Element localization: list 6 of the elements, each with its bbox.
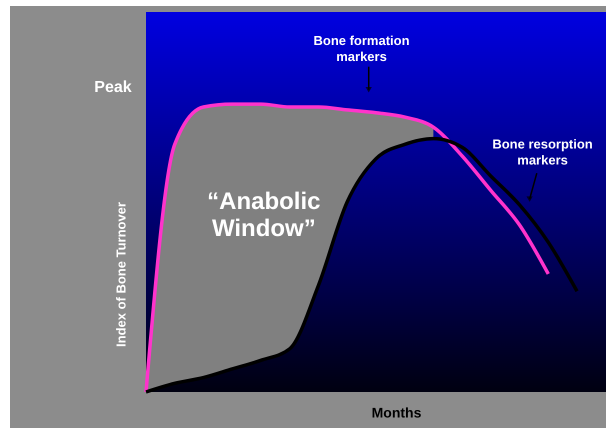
text: Peak (94, 78, 132, 96)
annotation: “Anabolic Window” (207, 188, 320, 242)
annotation: Bone resorption markers (492, 136, 593, 168)
text: Bone formation markers (313, 32, 410, 64)
x-axis-title: Months (372, 404, 422, 420)
y-axis-title: Index of Bone Turnover (114, 202, 128, 347)
